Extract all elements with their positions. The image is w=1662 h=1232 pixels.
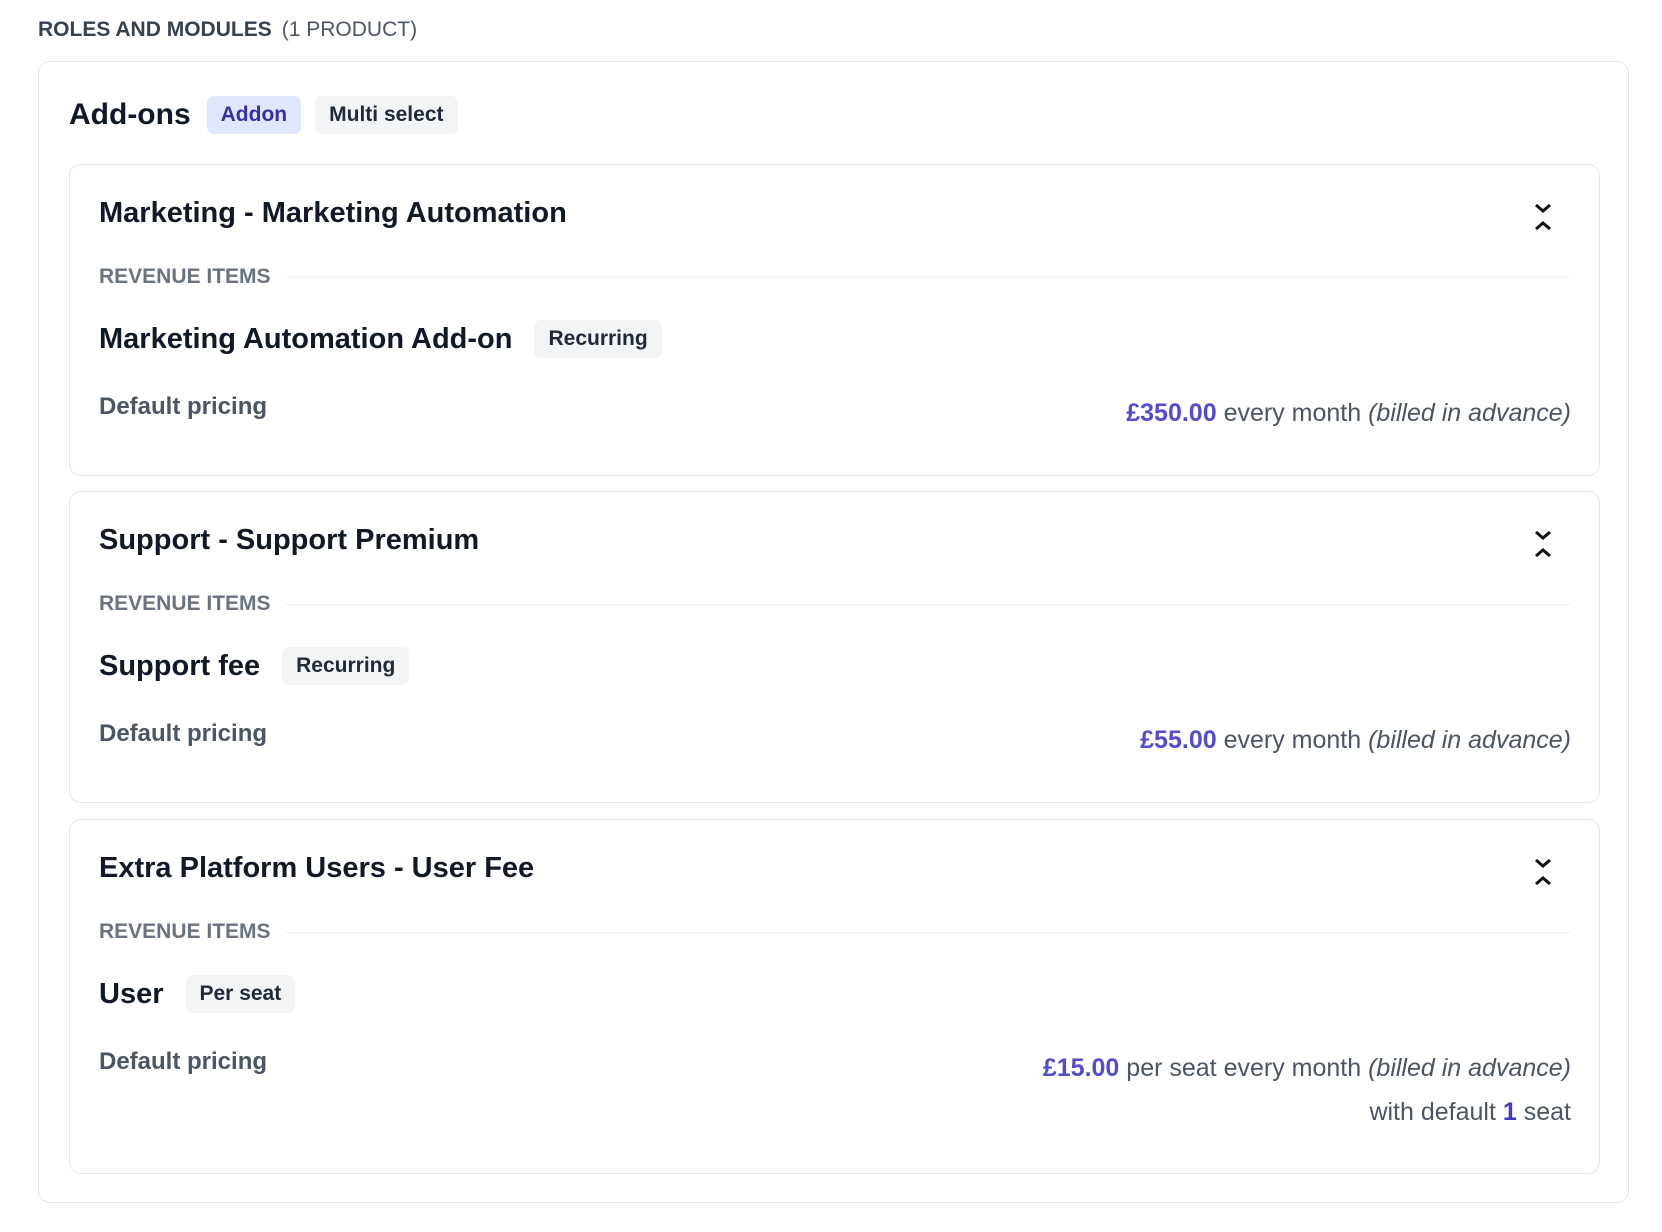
pricing-label: Default pricing: [99, 393, 268, 420]
price-period: every month: [1223, 726, 1362, 754]
price: £15.00 per seat every month (billed in a…: [1043, 1046, 1571, 1134]
section-title: ROLES AND MODULES (1 PRODUCT): [38, 18, 418, 41]
item-type-badge: Recurring: [282, 647, 410, 685]
addon-card: Marketing - Marketing Automation REVENUE…: [69, 164, 1600, 476]
divider: [284, 603, 1571, 605]
divider: [284, 276, 1571, 278]
revenue-items-label: REVENUE ITEMS: [99, 265, 271, 288]
item-type-badge: Per seat: [185, 975, 296, 1013]
divider: [284, 931, 1571, 933]
pricing-label: Default pricing: [99, 1048, 268, 1075]
revenue-items-label: REVENUE ITEMS: [99, 592, 271, 615]
card-title: Support - Support Premium: [99, 524, 480, 556]
product-count: (1 PRODUCT): [281, 18, 418, 41]
card-title: Marketing - Marketing Automation: [99, 197, 567, 229]
card-title: Extra Platform Users - User Fee: [99, 852, 535, 884]
default-seats: with default 1 seat: [1369, 1098, 1571, 1126]
price-amount: £350.00: [1126, 399, 1217, 427]
revenue-item-name: User: [99, 977, 164, 1010]
addon-card: Support - Support Premium REVENUE ITEMS …: [69, 491, 1600, 803]
chevron-collapse-icon[interactable]: [1532, 201, 1554, 235]
billing-note: (billed in advance): [1368, 726, 1571, 754]
chevron-collapse-icon[interactable]: [1532, 528, 1554, 562]
billing-note: (billed in advance): [1368, 1054, 1571, 1082]
addon-badge: Addon: [206, 96, 302, 134]
revenue-item-name: Support fee: [99, 649, 261, 682]
addons-group: Add-ons Addon Multi select Marketing - M…: [38, 61, 1629, 1203]
revenue-items-label: REVENUE ITEMS: [99, 920, 271, 943]
price-amount: £55.00: [1140, 726, 1217, 754]
item-type-badge: Recurring: [534, 320, 662, 358]
billing-note: (billed in advance): [1368, 399, 1571, 427]
addon-card: Extra Platform Users - User Fee REVENUE …: [69, 819, 1600, 1174]
pricing-label: Default pricing: [99, 720, 268, 747]
multi-select-badge: Multi select: [315, 96, 458, 134]
chevron-collapse-icon[interactable]: [1532, 856, 1554, 890]
price: £55.00 every month (billed in advance): [1140, 718, 1571, 762]
revenue-item-name: Marketing Automation Add-on: [99, 322, 513, 355]
price-period: per seat every month: [1126, 1054, 1362, 1082]
price: £350.00 every month (billed in advance): [1126, 391, 1571, 435]
price-period: every month: [1223, 399, 1362, 427]
group-title: Add-ons: [69, 98, 191, 131]
price-amount: £15.00: [1042, 1054, 1120, 1082]
